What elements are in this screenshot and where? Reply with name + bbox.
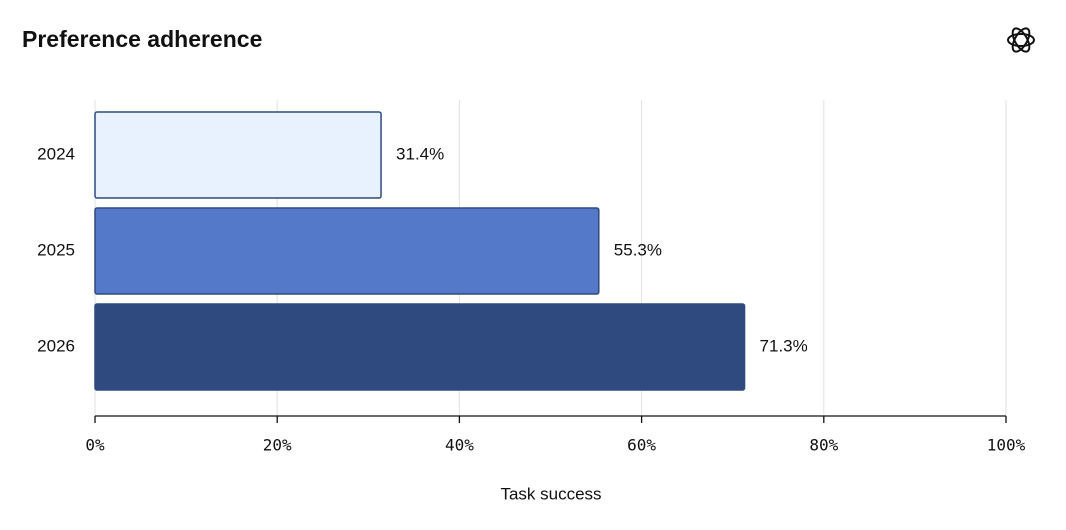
bar [94,111,382,199]
y-tick-label: 2024 [37,144,75,163]
y-tick-label: 2025 [37,240,75,259]
value-label: 71.3% [760,336,808,355]
value-label: 31.4% [396,144,444,163]
chart-title: Preference adherence [22,26,262,52]
x-tick-label: 60% [627,436,656,455]
bar [94,207,600,295]
logo [1007,27,1035,53]
y-tick-label: 2026 [37,336,75,355]
value-label: 55.3% [614,240,662,259]
x-tick-label: 20% [263,436,292,455]
x-tick-label: 40% [445,436,474,455]
x-axis-label: Task success [500,484,601,503]
x-tick-label: 80% [809,436,838,455]
x-tick-label: 100% [987,436,1026,455]
bar [94,303,746,391]
x-tick-label: 0% [85,436,105,455]
